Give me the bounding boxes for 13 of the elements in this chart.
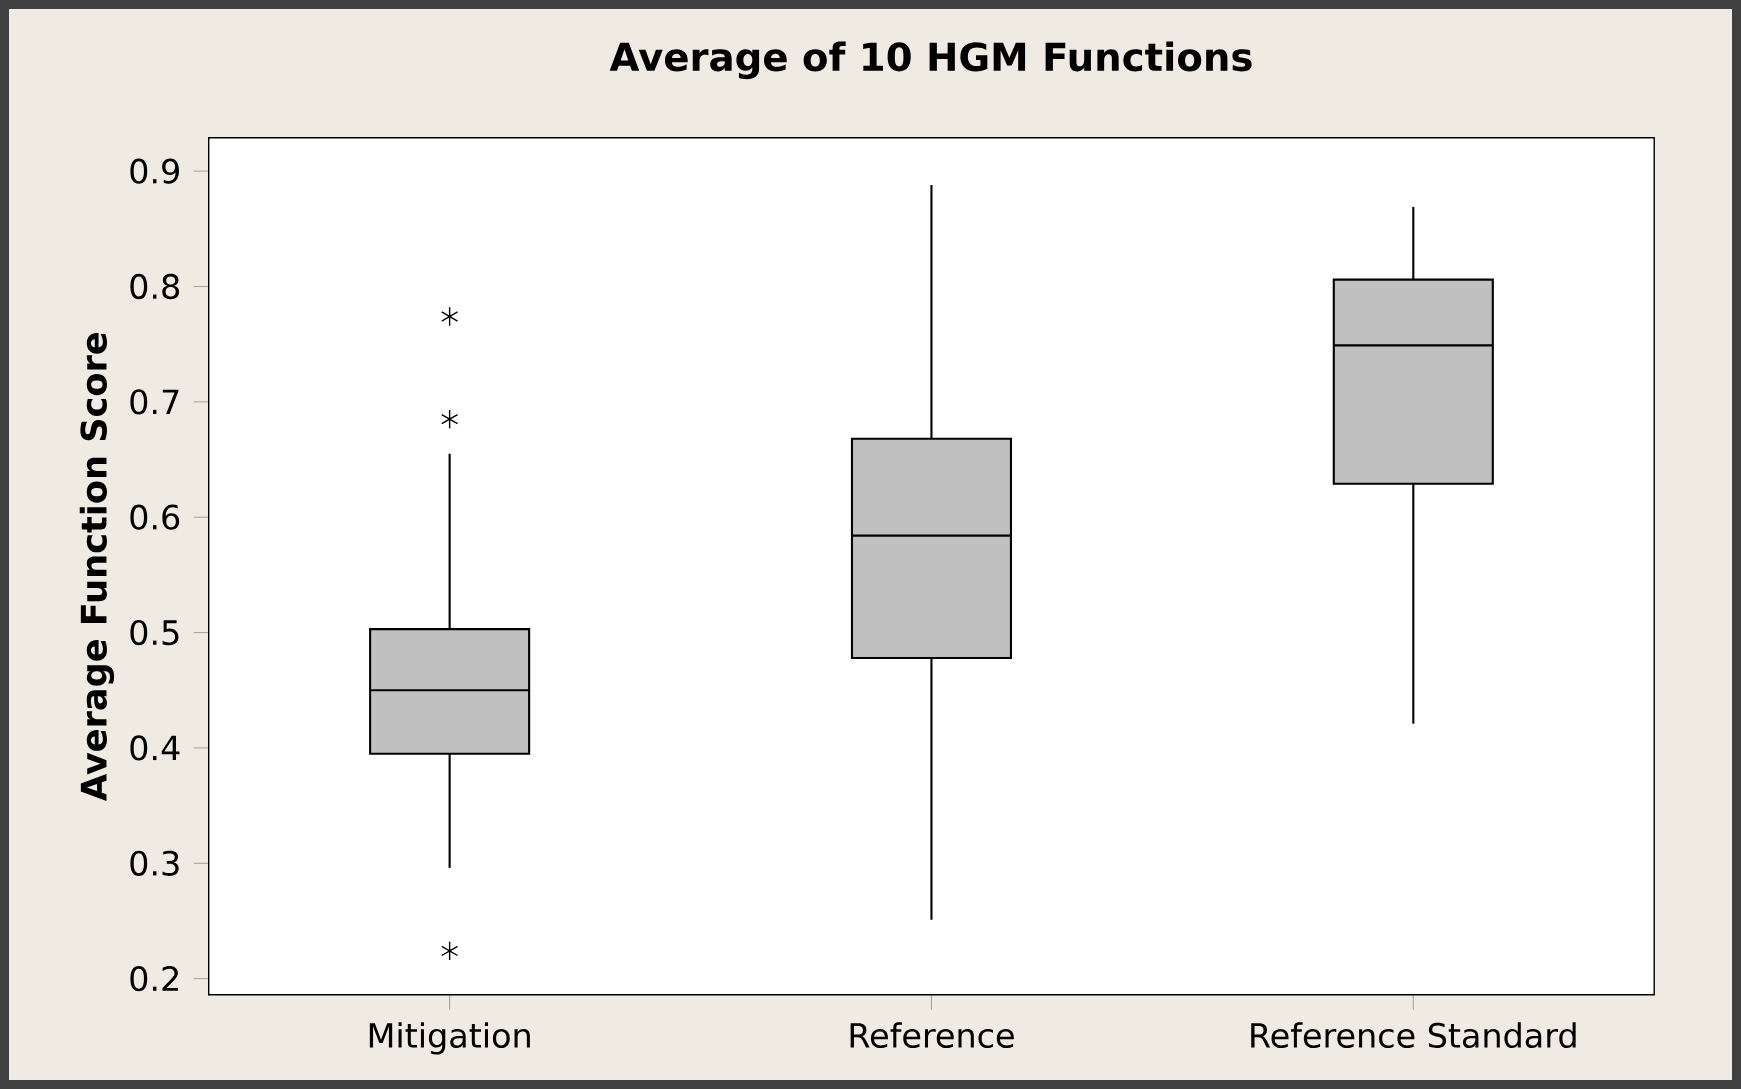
y-tick-label: 0.5 (130, 619, 179, 646)
y-tick-label: 0.9 (130, 158, 179, 184)
y-tick-label: 0.8 (130, 273, 180, 300)
y-tick-label: 0.6 (130, 504, 180, 530)
y-tick-label: 0.7 (130, 389, 179, 415)
x-tick-label: Mitigation (369, 1022, 530, 1055)
x-tick-label: Reference (850, 1022, 1014, 1049)
x-tick-label: Reference Standard (1251, 1022, 1576, 1049)
chart-title: Average of 10 HGM Functions (609, 41, 1252, 80)
y-tick-label: 0.4 (130, 735, 180, 761)
y-tick-label: 0.2 (130, 965, 178, 992)
y-axis-title: Average Function Score (79, 333, 115, 801)
y-tick-label: 0.3 (130, 850, 179, 876)
